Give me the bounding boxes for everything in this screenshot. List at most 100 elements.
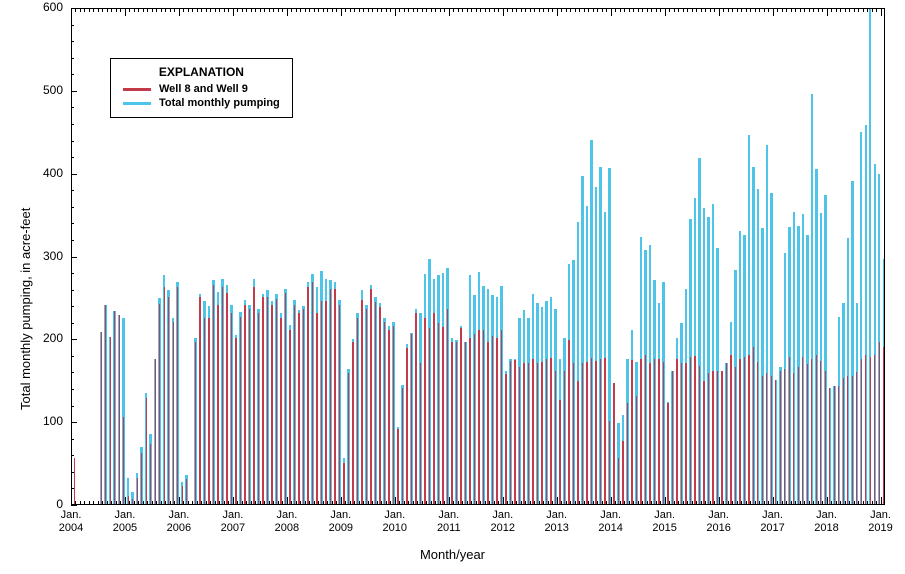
x-minor-tick	[818, 501, 819, 505]
x-minor-tick	[575, 501, 576, 505]
x-top-tick	[503, 8, 504, 16]
x-top-tick	[858, 8, 859, 12]
x-top-tick	[683, 8, 684, 12]
x-top-tick	[354, 8, 355, 12]
x-top-tick	[840, 8, 841, 12]
x-tick-label: Jan.2014	[591, 509, 631, 534]
x-minor-tick	[143, 501, 144, 505]
y-minor-tick	[71, 273, 74, 274]
x-minor-tick	[161, 501, 162, 505]
bar-well_8_and_9	[717, 371, 718, 504]
bar-well_8_and_9	[204, 318, 205, 504]
x-top-tick	[372, 8, 373, 12]
x-major-tick	[719, 497, 720, 505]
x-minor-tick	[174, 501, 175, 505]
x-top-tick	[426, 8, 427, 12]
x-minor-tick	[273, 501, 274, 505]
x-minor-tick	[264, 501, 265, 505]
x-top-tick	[557, 8, 558, 16]
x-major-tick	[71, 497, 72, 505]
bar-well_8_and_9	[672, 371, 673, 504]
x-minor-tick	[269, 501, 270, 505]
x-minor-tick	[507, 501, 508, 505]
y-minor-tick	[71, 41, 74, 42]
x-top-tick	[444, 8, 445, 12]
y-minor-tick	[71, 439, 74, 440]
x-top-tick	[363, 8, 364, 12]
y-minor-tick	[71, 74, 74, 75]
bar-well_8_and_9	[173, 322, 174, 504]
x-top-tick	[188, 8, 189, 12]
bar-well_8_and_9	[532, 359, 533, 504]
x-top-tick	[273, 8, 274, 12]
y-axis-label: Total monthly pumping, in acre-feet	[18, 208, 33, 410]
bar-well_8_and_9	[456, 342, 457, 504]
x-minor-tick	[539, 501, 540, 505]
x-top-tick	[692, 8, 693, 12]
x-minor-tick	[597, 501, 598, 505]
y-minor-tick	[71, 356, 74, 357]
x-top-tick	[471, 8, 472, 12]
x-top-tick	[107, 8, 108, 12]
bar-well_8_and_9	[240, 317, 241, 504]
x-top-tick	[305, 8, 306, 12]
x-top-tick	[759, 8, 760, 12]
x-top-tick	[480, 8, 481, 12]
y-minor-tick	[71, 124, 74, 125]
y-minor-tick	[71, 455, 74, 456]
x-top-tick	[264, 8, 265, 12]
bar-well_8_and_9	[577, 381, 578, 504]
bar-well_8_and_9	[604, 358, 605, 504]
x-minor-tick	[854, 501, 855, 505]
x-minor-tick	[183, 501, 184, 505]
x-top-tick	[701, 8, 702, 12]
x-minor-tick	[836, 501, 837, 505]
x-minor-tick	[98, 501, 99, 505]
y-tick-label: 300	[33, 249, 63, 263]
x-top-tick	[390, 8, 391, 12]
x-minor-tick	[93, 501, 94, 505]
x-minor-tick	[498, 501, 499, 505]
x-minor-tick	[354, 501, 355, 505]
bar-well_8_and_9	[469, 338, 470, 504]
x-minor-tick	[629, 501, 630, 505]
x-top-tick	[876, 8, 877, 12]
bar-well_8_and_9	[649, 363, 650, 504]
bar-well_8_and_9	[316, 313, 317, 504]
bar-well_8_and_9	[123, 417, 124, 504]
x-minor-tick	[809, 501, 810, 505]
bar-well_8_and_9	[663, 362, 664, 504]
bar-well_8_and_9	[820, 361, 821, 504]
x-top-tick	[111, 8, 112, 12]
x-minor-tick	[336, 501, 337, 505]
bar-well_8_and_9	[321, 301, 322, 504]
x-top-tick	[134, 8, 135, 12]
x-top-tick	[516, 8, 517, 12]
bar-well_8_and_9	[618, 458, 619, 504]
x-minor-tick	[462, 501, 463, 505]
x-minor-tick	[566, 501, 567, 505]
x-top-tick	[705, 8, 706, 12]
y-tick-mark	[71, 422, 77, 423]
x-minor-tick	[368, 501, 369, 505]
bar-well_8_and_9	[478, 330, 479, 504]
x-minor-tick	[512, 501, 513, 505]
x-minor-tick	[444, 501, 445, 505]
bar-well_8_and_9	[119, 315, 120, 504]
x-top-tick	[696, 8, 697, 12]
x-top-tick	[507, 8, 508, 12]
x-top-tick	[143, 8, 144, 12]
bar-well_8_and_9	[699, 366, 700, 504]
bar-well_8_and_9	[546, 359, 547, 504]
x-top-tick	[561, 8, 562, 12]
x-top-tick	[746, 8, 747, 12]
x-major-tick	[881, 497, 882, 505]
x-minor-tick	[251, 501, 252, 505]
bar-well_8_and_9	[559, 400, 560, 504]
x-major-tick	[773, 497, 774, 505]
x-top-tick	[611, 8, 612, 16]
x-tick-label: Jan.2018	[807, 509, 847, 534]
x-top-tick	[156, 8, 157, 12]
bar-well_8_and_9	[132, 499, 133, 504]
x-minor-tick	[786, 501, 787, 505]
